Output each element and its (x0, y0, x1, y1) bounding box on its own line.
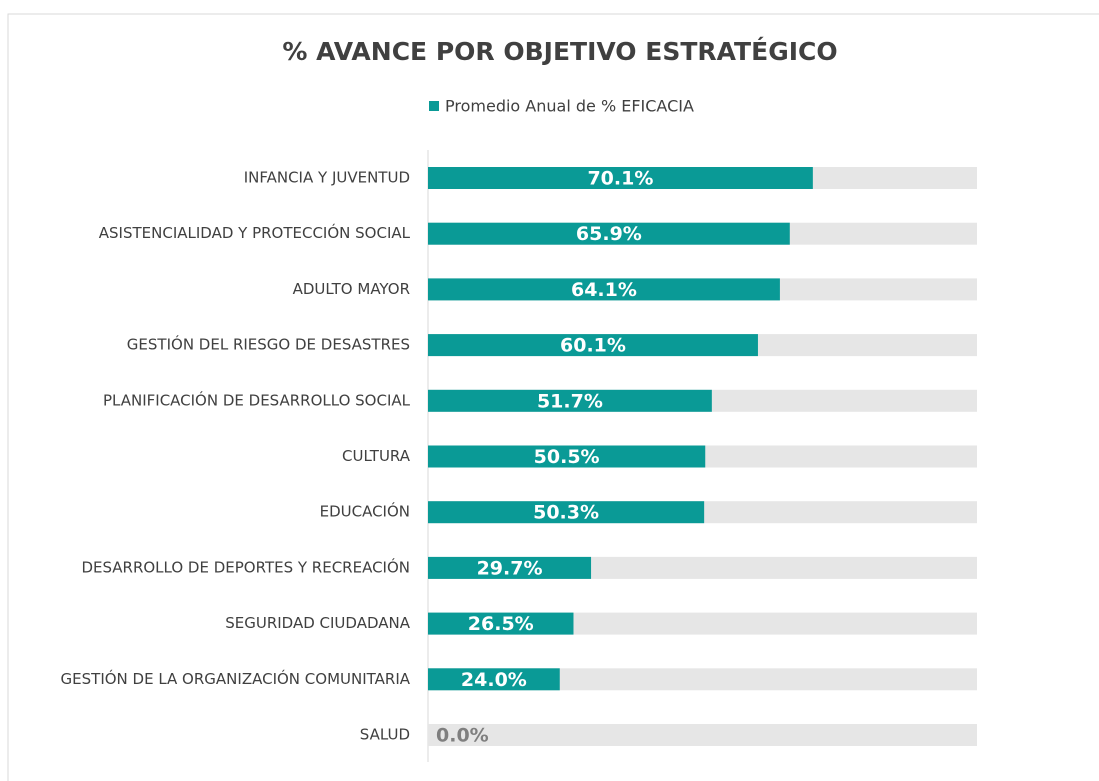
value-label: 50.3% (533, 502, 599, 524)
y-tick-label: DESARROLLO DE DEPORTES Y RECREACIÓN (81, 557, 410, 576)
y-tick-label: ADULTO MAYOR (293, 280, 410, 298)
y-tick-label: PLANIFICACIÓN DE DESARROLLO SOCIAL (103, 390, 411, 409)
y-tick-label: EDUCACIÓN (320, 502, 410, 521)
value-label: 26.5% (468, 613, 534, 635)
y-tick-label: CULTURA (342, 447, 411, 465)
bar (428, 501, 705, 524)
value-label: 24.0% (461, 669, 527, 691)
bar (428, 445, 706, 468)
bar-track (428, 724, 977, 746)
chart-title: % AVANCE POR OBJETIVO ESTRATÉGICO (282, 37, 837, 66)
legend-label: Promedio Anual de % EFICACIA (445, 97, 694, 116)
bar (428, 556, 592, 579)
bar (428, 612, 574, 635)
value-label: 70.1% (587, 168, 653, 190)
y-tick-label: ASISTENCIALIDAD Y PROTECCIÓN SOCIAL (99, 223, 411, 242)
value-label: 64.1% (571, 279, 637, 301)
value-label: 51.7% (537, 390, 603, 412)
bar (428, 167, 813, 189)
value-label: 50.5% (534, 446, 600, 468)
y-tick-label: GESTIÓN DEL RIESGO DE DESASTRES (127, 335, 410, 354)
value-label: 60.1% (560, 335, 626, 357)
y-tick-label: SALUD (360, 726, 410, 744)
bar (428, 222, 790, 245)
value-label: 29.7% (477, 557, 543, 579)
value-label: 0.0% (436, 725, 489, 747)
value-label: 65.9% (576, 223, 642, 245)
bar (428, 389, 712, 412)
bar-track (428, 668, 977, 691)
bar (428, 278, 780, 301)
y-tick-label: SEGURIDAD CIUDADANA (225, 614, 411, 632)
y-tick-label: INFANCIA Y JUVENTUD (244, 169, 410, 187)
bar (428, 334, 758, 357)
bar (428, 668, 560, 691)
legend-swatch (429, 101, 439, 111)
y-tick-label: GESTIÓN DE LA ORGANIZACIÓN COMUNITARIA (61, 669, 411, 688)
